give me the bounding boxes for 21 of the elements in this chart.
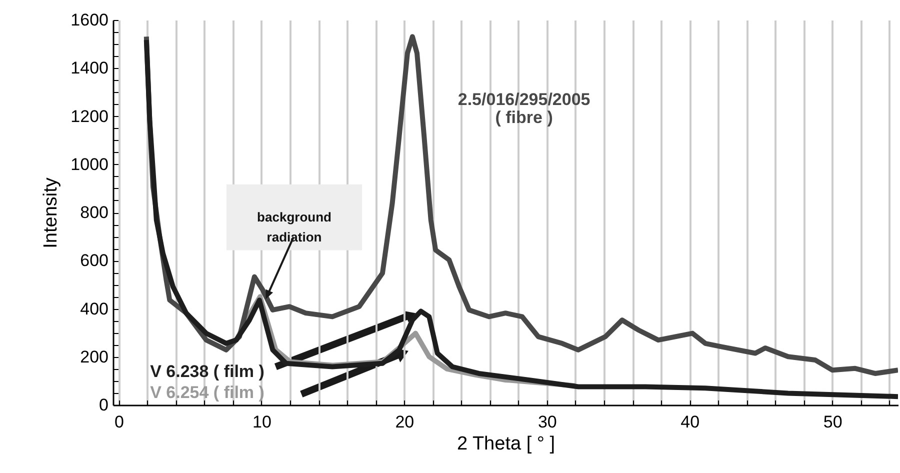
x-tick-label: 40 [680, 412, 700, 432]
y-tick-label: 200 [80, 347, 108, 366]
x-tick-label: 0 [114, 412, 124, 432]
series-label: V 6.254 ( film ) [150, 382, 264, 402]
text: 2.5/016/295/2005 ( fibre ) [458, 90, 590, 127]
y-tick-label: 1400 [70, 58, 108, 78]
y-tick-label: 400 [80, 299, 108, 318]
y-tick-label: 800 [80, 203, 108, 222]
series-label: V 6.238 ( film ) [150, 362, 264, 382]
y-tick-label: 1200 [70, 106, 108, 126]
x-tick-label: 50 [823, 412, 842, 432]
y-tick-label: 1600 [70, 10, 108, 30]
y-tick-label: 1000 [70, 154, 108, 174]
x-axis-title: 2 Theta [ ° ] [456, 434, 556, 454]
annotation: background radiation [257, 209, 332, 244]
y-axis-title: Intensity [40, 177, 62, 248]
x-tick-label: 20 [395, 412, 414, 432]
x-tick-label: 10 [252, 412, 272, 432]
y-tick-label: 0 [99, 396, 108, 414]
x-tick-label: 30 [538, 412, 557, 432]
y-tick-label: 600 [80, 251, 108, 270]
